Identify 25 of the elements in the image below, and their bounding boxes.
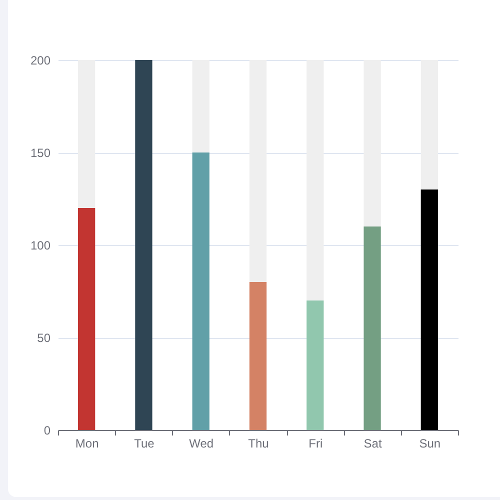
x-tick-label: Sun xyxy=(419,436,441,450)
bar xyxy=(364,226,381,430)
x-tick-label: Sat xyxy=(364,436,382,450)
y-tick-label: 0 xyxy=(44,424,51,438)
x-tick-label: Fri xyxy=(308,436,323,450)
bar xyxy=(364,60,381,226)
bar xyxy=(420,190,438,430)
x-tick-label: Tue xyxy=(134,436,155,450)
bar xyxy=(249,60,267,282)
y-tick-label: 150 xyxy=(30,146,51,160)
bar xyxy=(192,60,210,152)
bar xyxy=(306,60,324,300)
bar xyxy=(135,60,152,430)
x-tick-label: Mon xyxy=(75,436,99,450)
x-tick-label: Thu xyxy=(248,436,269,450)
bar xyxy=(306,300,324,430)
y-tick-label: 200 xyxy=(30,54,51,68)
bar xyxy=(192,152,210,430)
bar xyxy=(78,208,96,430)
bar xyxy=(249,282,267,430)
y-tick-label: 50 xyxy=(37,331,51,345)
y-tick-label: 100 xyxy=(30,238,51,252)
bar xyxy=(420,60,438,190)
bar xyxy=(78,60,96,208)
x-tick-label: Wed xyxy=(189,436,214,450)
